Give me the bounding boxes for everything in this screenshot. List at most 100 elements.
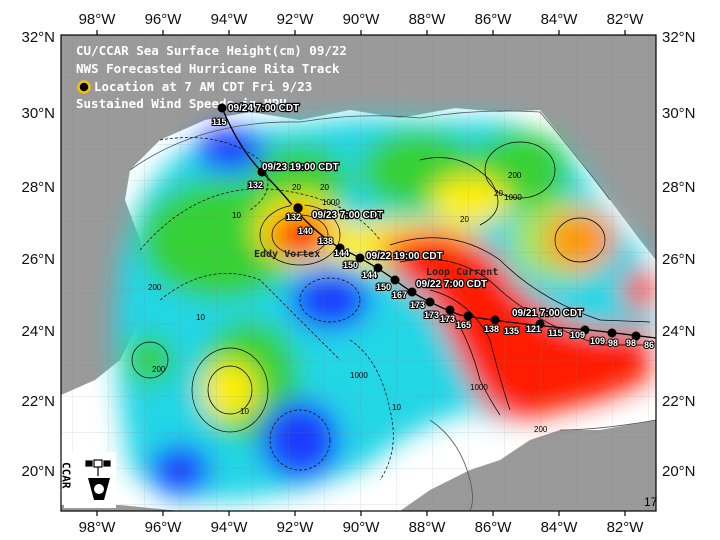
track-point — [580, 325, 590, 335]
contour-value-labels: 10 20 10 20 20 1000 200 200 200 1000 100… — [148, 171, 548, 434]
left-tick: 26°N — [21, 251, 55, 268]
contour-label: 200 — [508, 171, 522, 180]
title-line-4: Sustained Wind Speeds in MPH — [76, 96, 287, 111]
wind-speed: 165 — [456, 320, 471, 330]
right-axis: 32°N 30°N 28°N 26°N 24°N 22°N 20°N — [662, 29, 696, 480]
track-point — [425, 297, 435, 307]
right-tick: 24°N — [662, 323, 696, 340]
wind-speed: 138 — [318, 236, 333, 246]
title-line-1: CU/CCAR Sea Surface Height(cm) 09/22 — [76, 43, 347, 58]
contour-label: 10 — [392, 403, 401, 412]
track-point — [373, 263, 383, 273]
wind-speed: 121 — [526, 324, 541, 334]
track-point — [607, 328, 617, 338]
left-tick: 20°N — [21, 463, 55, 480]
bottom-tick: 94°W — [211, 519, 249, 536]
right-tick: 32°N — [662, 29, 696, 46]
bottom-tick: 92°W — [277, 519, 315, 536]
track-time-label: 09/22 7:00 CDT — [416, 279, 487, 290]
right-tick: 26°N — [662, 251, 696, 268]
wind-speed: 109 — [570, 330, 585, 340]
wind-speed: 109 — [590, 336, 605, 346]
track-point — [335, 243, 345, 253]
contour-label: 1000 — [322, 198, 340, 207]
wind-speed: 173 — [440, 314, 455, 324]
top-tick: 86°W — [475, 11, 513, 28]
track-point — [535, 319, 545, 329]
left-tick: 28°N — [21, 179, 55, 196]
wind-speed-labels: 115 132 132 140 138 144 150 144 150 167 … — [211, 116, 655, 351]
contour-label: 200 — [152, 365, 166, 374]
wind-speed: 115 — [548, 328, 563, 338]
right-tick: 28°N — [662, 179, 696, 196]
wind-speed: 150 — [343, 260, 358, 270]
track-time-label: 09/23 19:00 CDT — [262, 162, 339, 173]
contour-label: 200 — [534, 425, 548, 434]
contour-label: 1000 — [470, 383, 488, 392]
contour-label: 10 — [232, 211, 241, 220]
left-tick: 32°N — [21, 29, 55, 46]
right-tick: 20°N — [662, 463, 696, 480]
title-line-2: NWS Forecasted Hurricane Rita Track — [76, 61, 340, 76]
contour-label: 1000 — [350, 371, 368, 380]
wind-speed: 86 — [644, 340, 654, 350]
page-number: 17 — [644, 495, 658, 509]
wind-speed: 135 — [504, 326, 519, 336]
contour-label: 200 — [148, 283, 162, 292]
wind-speed: 98 — [626, 338, 636, 348]
bottom-tick: 96°W — [145, 519, 183, 536]
top-tick: 96°W — [145, 11, 183, 28]
top-tick: 88°W — [409, 11, 447, 28]
location-marker-icon — [77, 80, 91, 94]
track-point — [445, 305, 455, 315]
contour-label: 20 — [460, 215, 469, 224]
left-tick: 22°N — [21, 393, 55, 410]
loop-current-label: Loop Current — [426, 267, 498, 278]
track-point — [355, 253, 365, 263]
map-border — [60, 34, 657, 512]
wind-speed: 144 — [362, 270, 377, 280]
track-point — [390, 275, 400, 285]
map-title: CU/CCAR Sea Surface Height(cm) 09/22 NWS… — [76, 43, 347, 111]
contour-label: 1000 — [504, 193, 522, 202]
contour-label: 20 — [320, 183, 329, 192]
track-point — [631, 331, 641, 341]
track-point — [290, 200, 306, 216]
buffalo-emblem-icon — [88, 478, 110, 500]
tick-marks — [96, 30, 626, 516]
left-axis: 32°N 30°N 28°N 26°N 24°N 22°N 20°N — [21, 29, 55, 480]
wind-speed: 167 — [392, 290, 407, 300]
top-tick: 98°W — [79, 11, 117, 28]
map-plot-area — [61, 35, 656, 511]
wind-speed: 173 — [424, 310, 439, 320]
wind-speed: 140 — [298, 226, 313, 236]
contour-label: 20 — [292, 183, 301, 192]
ccar-logo-text: CCAR — [60, 462, 73, 489]
right-tick: 22°N — [662, 393, 696, 410]
contour-label: 10 — [240, 407, 249, 416]
satellite-icon — [85, 459, 111, 476]
track-time-label: 09/21 7:00 CDT — [512, 308, 583, 319]
top-tick: 92°W — [277, 11, 315, 28]
bottom-axis: 98°W 96°W 94°W 92°W 90°W 88°W 86°W 84°W … — [79, 519, 645, 536]
track-time-label: 09/24 7:00 CDT — [228, 103, 299, 114]
bottom-tick: 98°W — [79, 519, 117, 536]
wind-speed: 115 — [212, 117, 227, 127]
eddy-vortex-label: Eddy Vortex — [254, 249, 320, 260]
wind-speed: 138 — [484, 324, 499, 334]
bottom-tick: 82°W — [607, 519, 645, 536]
top-tick: 82°W — [607, 11, 645, 28]
top-axis: 98°W 96°W 94°W 92°W 90°W 88°W 86°W 84°W … — [79, 11, 645, 28]
wind-speed: 98 — [608, 338, 618, 348]
track-point — [463, 311, 473, 321]
contour-label: 20 — [494, 189, 503, 198]
bottom-tick: 88°W — [409, 519, 447, 536]
top-tick: 94°W — [211, 11, 249, 28]
track-time-label: 09/23 7:00 CDT — [312, 210, 383, 221]
wind-speed: 132 — [248, 180, 263, 190]
wind-speed: 150 — [376, 282, 391, 292]
wind-speed: 173 — [410, 300, 425, 310]
top-tick: 90°W — [343, 11, 381, 28]
title-line-3: Location at 7 AM CDT Fri 9/23 — [94, 79, 312, 94]
bottom-tick: 86°W — [475, 519, 513, 536]
